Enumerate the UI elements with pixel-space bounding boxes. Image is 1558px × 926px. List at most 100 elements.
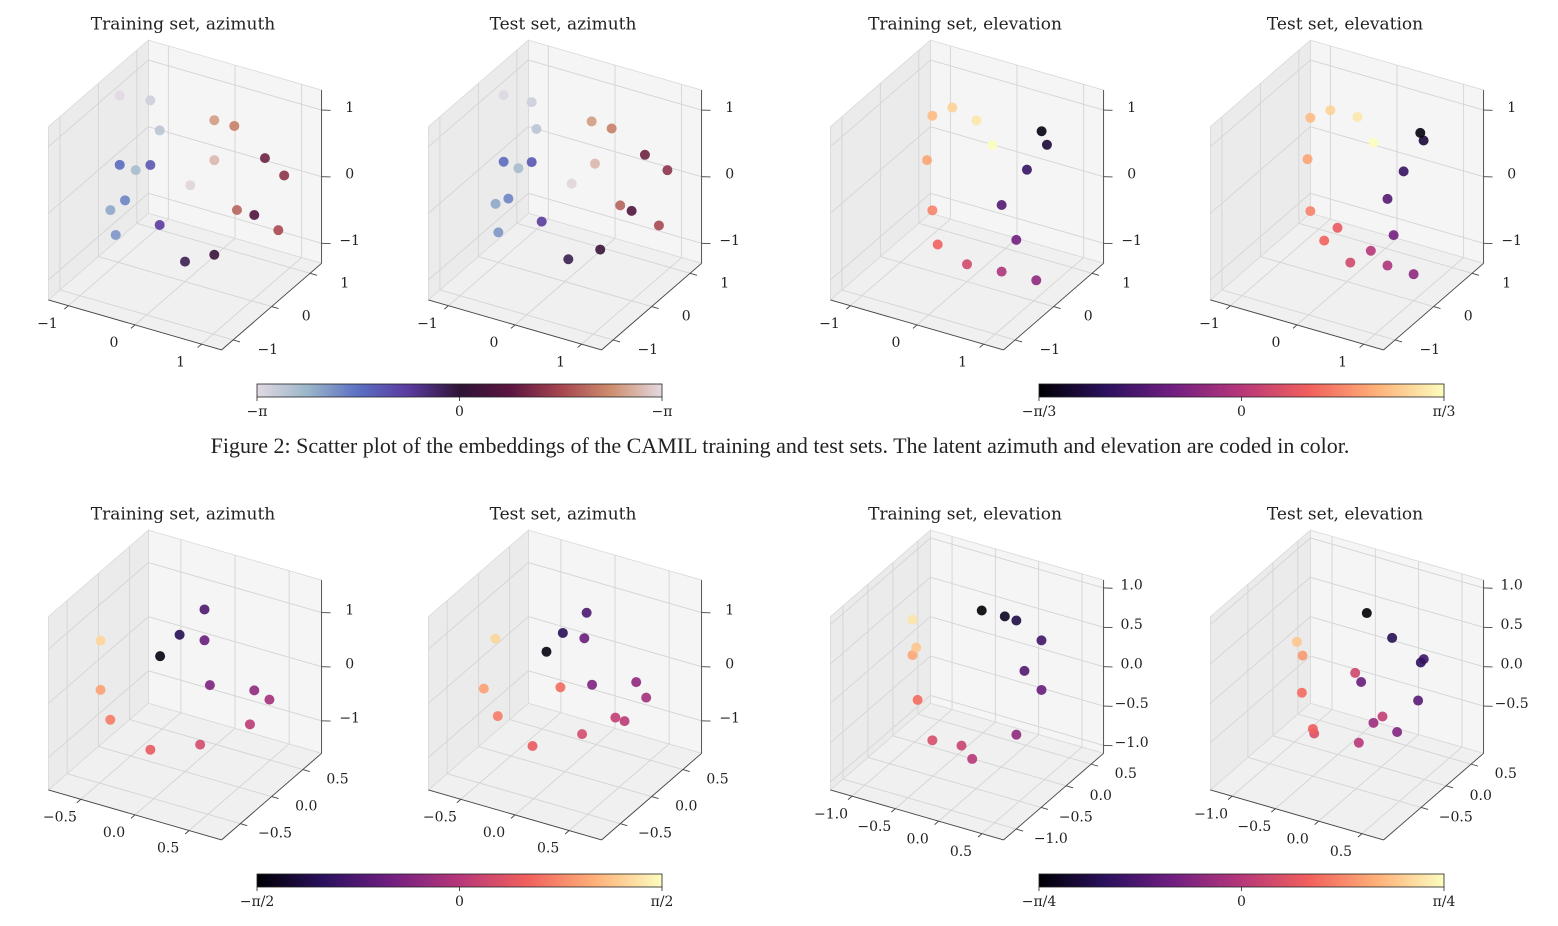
colorbar-tick-label: −π/3 (1022, 404, 1057, 420)
grid-line (48, 59, 149, 148)
colorbar-tick-label: 0 (455, 404, 464, 420)
point (557, 627, 568, 638)
y-tick-label: 0 (1464, 309, 1473, 325)
grid-line (478, 256, 652, 308)
point (1415, 127, 1426, 138)
tick-mark (651, 306, 659, 310)
x-tick-label: −0.5 (423, 809, 457, 825)
grid-line (59, 289, 234, 341)
grid-line (447, 773, 621, 825)
z-tick-label: 0.0 (1121, 656, 1143, 672)
point (95, 684, 106, 695)
tick-mark (912, 324, 918, 329)
tick-mark (510, 324, 516, 329)
point (527, 740, 538, 751)
tick-mark (510, 814, 516, 819)
z-tick-label: −1 (339, 233, 360, 249)
point (912, 694, 923, 705)
y-tick-label: 0.5 (1495, 766, 1517, 782)
z-tick-label: 0 (1127, 166, 1136, 182)
point (586, 116, 597, 127)
grid-line (148, 616, 322, 668)
grid-line (892, 735, 1067, 787)
grid-line (528, 192, 702, 244)
point (154, 125, 165, 136)
z-tick-label: −0.5 (1115, 696, 1149, 712)
y-tick-label: 0.5 (706, 772, 728, 788)
x-tick-label: −1 (417, 316, 438, 332)
grid-line (830, 537, 931, 625)
grid-line (842, 778, 1017, 830)
point (619, 716, 630, 727)
x-tick-label: 0.0 (1287, 831, 1309, 847)
point (1418, 135, 1429, 146)
y-tick-label: 0.5 (1115, 766, 1137, 782)
point (927, 735, 938, 746)
grid-line (428, 126, 529, 214)
point (922, 155, 933, 166)
point (110, 229, 121, 240)
point (1305, 112, 1316, 123)
point (606, 123, 617, 134)
point (927, 205, 938, 216)
grid-line (851, 709, 953, 797)
point (1350, 667, 1361, 678)
grid-line (148, 562, 322, 614)
point (180, 256, 190, 267)
panel-title: Test set, azimuth (490, 15, 637, 35)
point (1368, 137, 1379, 148)
point (105, 714, 116, 725)
x-tick-label: −0.5 (1237, 819, 1271, 835)
point (907, 614, 918, 625)
y-tick-label: −1 (637, 342, 658, 358)
tick-mark (233, 339, 241, 343)
point (563, 254, 574, 265)
point (610, 712, 621, 723)
grid-line (528, 59, 702, 111)
point (1041, 139, 1052, 150)
y-tick-label: 0 (302, 309, 311, 325)
point (555, 682, 566, 693)
grid-line (48, 670, 149, 758)
caption: Figure 2: Scatter plot of the embeddings… (211, 433, 1350, 458)
grid-line (129, 719, 303, 770)
tick-mark (1470, 763, 1479, 767)
point (911, 642, 922, 653)
colorbar-tick-label: −π (652, 404, 673, 420)
point (531, 124, 542, 135)
point (145, 95, 156, 106)
grid-line (1210, 537, 1311, 625)
z-tick-label: 1 (725, 100, 734, 116)
tick-mark (76, 798, 82, 804)
panel-title: Test set, elevation (1267, 15, 1423, 35)
colorbar-tick-label: π/3 (1433, 404, 1456, 420)
x-tick-label: 0.5 (157, 841, 179, 857)
point (641, 692, 652, 703)
z-tick-label: 0 (345, 656, 354, 672)
y-axis-line (601, 752, 702, 841)
point (244, 719, 255, 730)
x-axis-line (830, 789, 1004, 841)
x-tick-label: −1 (37, 316, 58, 332)
grid-line (428, 616, 529, 704)
tick-mark (613, 339, 621, 343)
grid-line (1318, 734, 1419, 822)
grid-line (830, 192, 931, 281)
grid-line (930, 192, 1104, 244)
y-tick-label: 0.0 (675, 799, 697, 815)
y-tick-label: 1 (1502, 275, 1511, 291)
x-tick-label: −0.5 (43, 809, 77, 825)
tick-mark (934, 820, 939, 825)
z-tick-label: −1 (1501, 233, 1522, 249)
point (145, 160, 156, 171)
y-tick-label: −1.0 (1034, 831, 1068, 847)
point (967, 753, 978, 764)
point (1036, 684, 1047, 695)
x-tick-label: −1.0 (814, 806, 848, 822)
point (615, 200, 626, 211)
grid-line (148, 59, 322, 111)
point (493, 227, 504, 238)
colorbar (256, 383, 663, 398)
tick-mark (309, 272, 318, 276)
y-tick-label: 0.0 (295, 799, 317, 815)
